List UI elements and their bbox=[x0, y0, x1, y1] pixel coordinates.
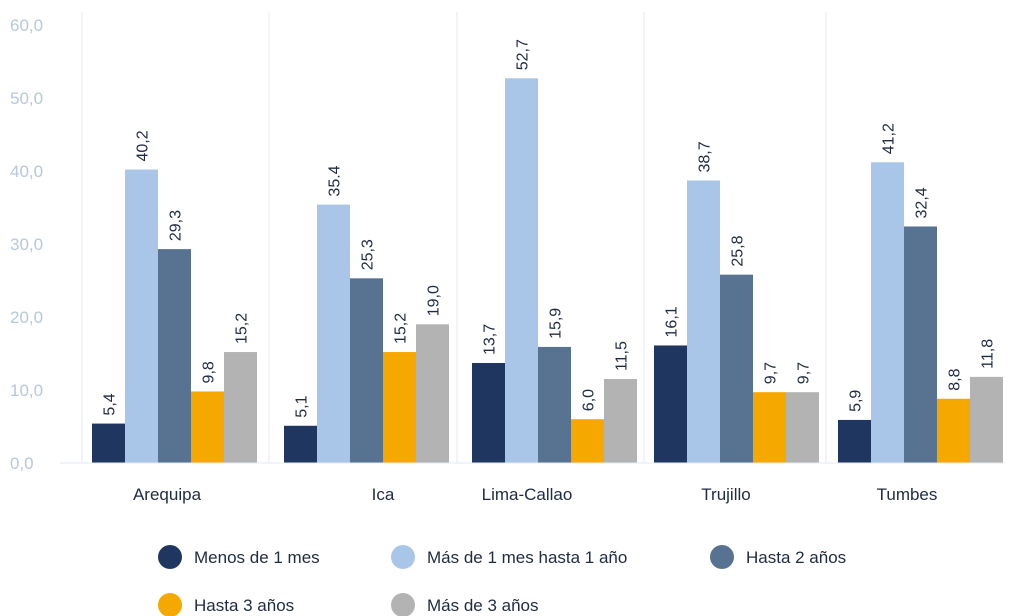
bar-lima-callao-series-1 bbox=[505, 78, 538, 463]
y-tick-label: 60,0 bbox=[10, 16, 43, 35]
y-tick-label: 30,0 bbox=[10, 235, 43, 254]
bar-tumbes-series-1 bbox=[871, 162, 904, 464]
data-label: 9,7 bbox=[763, 362, 780, 384]
data-label: 13,7 bbox=[482, 324, 499, 355]
data-label: 15,2 bbox=[234, 313, 251, 344]
bar-trujillo-series-3 bbox=[753, 392, 786, 463]
data-label: 40,2 bbox=[135, 130, 152, 161]
legend-label: Más de 1 mes hasta 1 año bbox=[427, 548, 627, 567]
bar-trujillo-series-1 bbox=[687, 180, 720, 464]
legend-label: Hasta 3 años bbox=[194, 596, 294, 615]
y-tick-label: 50,0 bbox=[10, 89, 43, 108]
bar-tumbes-series-3 bbox=[937, 398, 970, 463]
legend-marker-series-1 bbox=[391, 545, 415, 569]
data-label: 9,7 bbox=[796, 362, 813, 384]
data-label: 19,0 bbox=[426, 285, 443, 316]
data-label: 16,1 bbox=[664, 306, 681, 337]
x-tick-label: Ica bbox=[372, 485, 395, 504]
x-tick-label: Trujillo bbox=[701, 485, 750, 504]
data-label: 9,8 bbox=[201, 361, 218, 383]
x-tick-label: Lima-Callao bbox=[482, 485, 573, 504]
data-label: 25,3 bbox=[360, 239, 377, 270]
bar-lima-callao-series-2 bbox=[538, 346, 571, 463]
data-label: 32,4 bbox=[914, 187, 931, 218]
data-label: 5,9 bbox=[848, 390, 865, 412]
y-tick-label: 10,0 bbox=[10, 381, 43, 400]
bar-tumbes-series-2 bbox=[904, 226, 937, 463]
legend-label: Hasta 2 años bbox=[746, 548, 846, 567]
bar-arequipa-series-3 bbox=[191, 391, 224, 463]
data-label: 15,9 bbox=[548, 308, 565, 339]
data-label: 6,0 bbox=[581, 389, 598, 411]
data-label: 52,7 bbox=[515, 39, 532, 70]
legend-marker-series-4 bbox=[391, 593, 415, 616]
data-label: 11,8 bbox=[980, 339, 997, 369]
bar-lima-callao-series-0 bbox=[472, 362, 505, 463]
data-label: 5,4 bbox=[102, 393, 119, 415]
legend-label: Más de 3 años bbox=[427, 596, 539, 615]
legend-marker-series-0 bbox=[158, 545, 182, 569]
data-label: 25,8 bbox=[730, 235, 747, 266]
legend-label: Menos de 1 mes bbox=[194, 548, 320, 567]
data-label: 8,8 bbox=[947, 368, 964, 390]
data-label: 38,7 bbox=[697, 141, 714, 172]
bar-trujillo-series-0 bbox=[654, 345, 687, 463]
bar-trujillo-series-4 bbox=[786, 392, 819, 463]
bar-ica-series-3 bbox=[383, 352, 416, 463]
bar-tumbes-series-0 bbox=[838, 419, 871, 463]
data-label: 41,2 bbox=[881, 123, 898, 154]
bar-ica-series-1 bbox=[317, 204, 350, 463]
x-tick-label: Arequipa bbox=[133, 485, 202, 504]
bar-arequipa-series-1 bbox=[125, 169, 158, 464]
bar-trujillo-series-2 bbox=[720, 274, 753, 463]
bar-ica-series-4 bbox=[416, 324, 449, 463]
data-label: 11,5 bbox=[614, 341, 631, 371]
bar-lima-callao-series-3 bbox=[571, 419, 604, 463]
bar-arequipa-series-4 bbox=[224, 352, 257, 463]
data-label: 35.4 bbox=[327, 165, 344, 196]
bar-arequipa-series-2 bbox=[158, 249, 191, 463]
x-tick-label: Tumbes bbox=[877, 485, 938, 504]
y-tick-label: 0,0 bbox=[10, 454, 34, 473]
bar-ica-series-2 bbox=[350, 278, 383, 463]
data-label: 5,1 bbox=[294, 395, 311, 417]
bar-lima-callao-series-4 bbox=[604, 379, 637, 463]
y-tick-label: 20,0 bbox=[10, 308, 43, 327]
bar-arequipa-series-0 bbox=[92, 423, 125, 463]
bar-tumbes-series-4 bbox=[970, 376, 1003, 463]
data-label: 15,2 bbox=[393, 313, 410, 344]
legend-marker-series-2 bbox=[710, 545, 734, 569]
bar-ica-series-0 bbox=[284, 425, 317, 463]
legend-marker-series-3 bbox=[158, 593, 182, 616]
y-tick-label: 40,0 bbox=[10, 162, 43, 181]
data-label: 29,3 bbox=[168, 210, 185, 241]
